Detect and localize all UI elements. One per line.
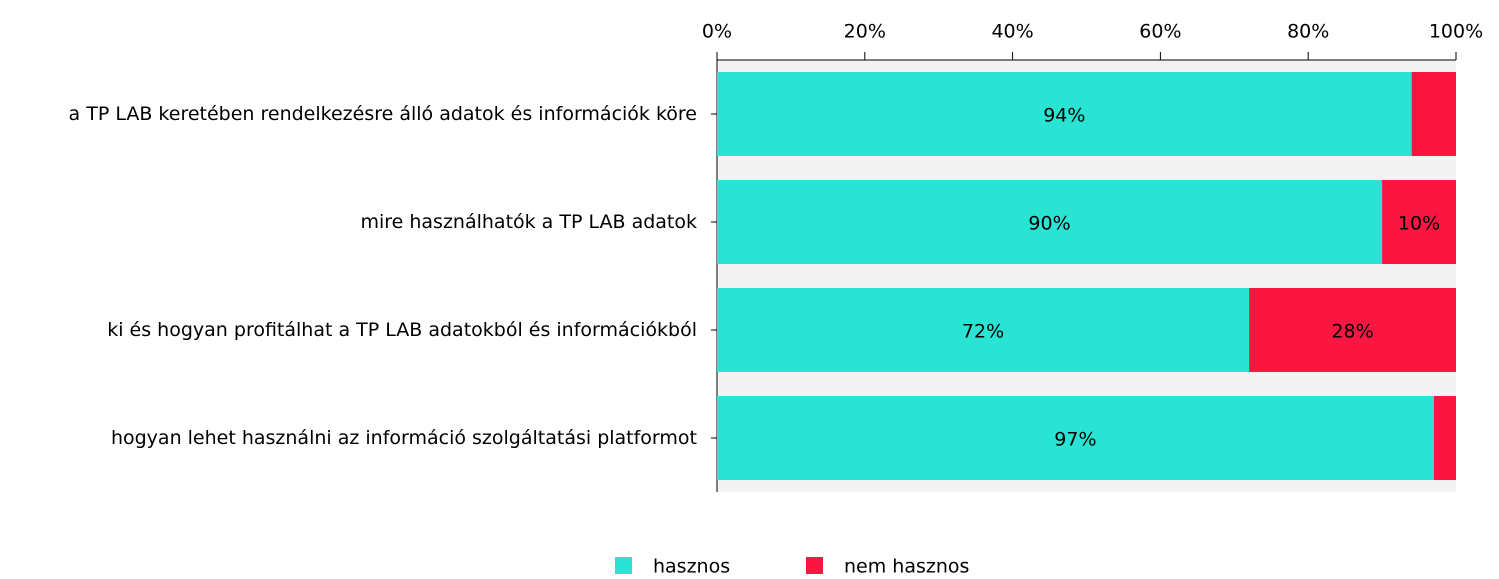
- x-tick-label: 60%: [1139, 21, 1181, 43]
- x-tick-label: 0%: [702, 21, 732, 43]
- bar-segment: [717, 288, 1250, 372]
- data-label: 72%: [962, 321, 1004, 343]
- bar-segment: [1249, 288, 1456, 372]
- legend-swatch: [806, 557, 823, 574]
- data-label: 90%: [1028, 213, 1070, 235]
- category-label-box: mire használhatók a TP LAB adatok: [0, 168, 697, 276]
- data-label: 10%: [1398, 213, 1440, 235]
- legend-swatch: [615, 557, 632, 574]
- category-label-box: a TP LAB keretében rendelkezésre álló ad…: [0, 60, 697, 168]
- y-tick-label: a TP LAB keretében rendelkezésre álló ad…: [68, 103, 697, 125]
- x-tick-label: 100%: [1429, 21, 1483, 43]
- data-label: 97%: [1054, 429, 1096, 451]
- bar-segment: [717, 396, 1434, 480]
- data-label: 28%: [1331, 321, 1373, 343]
- bar-segment: [1382, 180, 1456, 264]
- bar-segment: [717, 72, 1412, 156]
- bar-segment: [717, 180, 1383, 264]
- x-tick-label: 80%: [1287, 21, 1329, 43]
- y-tick-label: hogyan lehet használni az információ szo…: [110, 427, 697, 449]
- data-label: 94%: [1043, 105, 1085, 127]
- category-label-box: ki és hogyan profitálhat a TP LAB adatok…: [0, 276, 697, 384]
- y-tick-label: ki és hogyan profitálhat a TP LAB adatok…: [107, 319, 697, 341]
- y-tick-label: mire használhatók a TP LAB adatok: [360, 211, 697, 233]
- x-tick-label: 20%: [844, 21, 886, 43]
- legend-label: hasznos: [653, 556, 730, 578]
- legend-label: nem hasznos: [844, 556, 969, 578]
- bar-segment: [1433, 396, 1456, 480]
- bar-segment: [1411, 72, 1456, 156]
- x-tick-label: 40%: [991, 21, 1033, 43]
- category-label-box: hogyan lehet használni az információ szo…: [0, 384, 697, 492]
